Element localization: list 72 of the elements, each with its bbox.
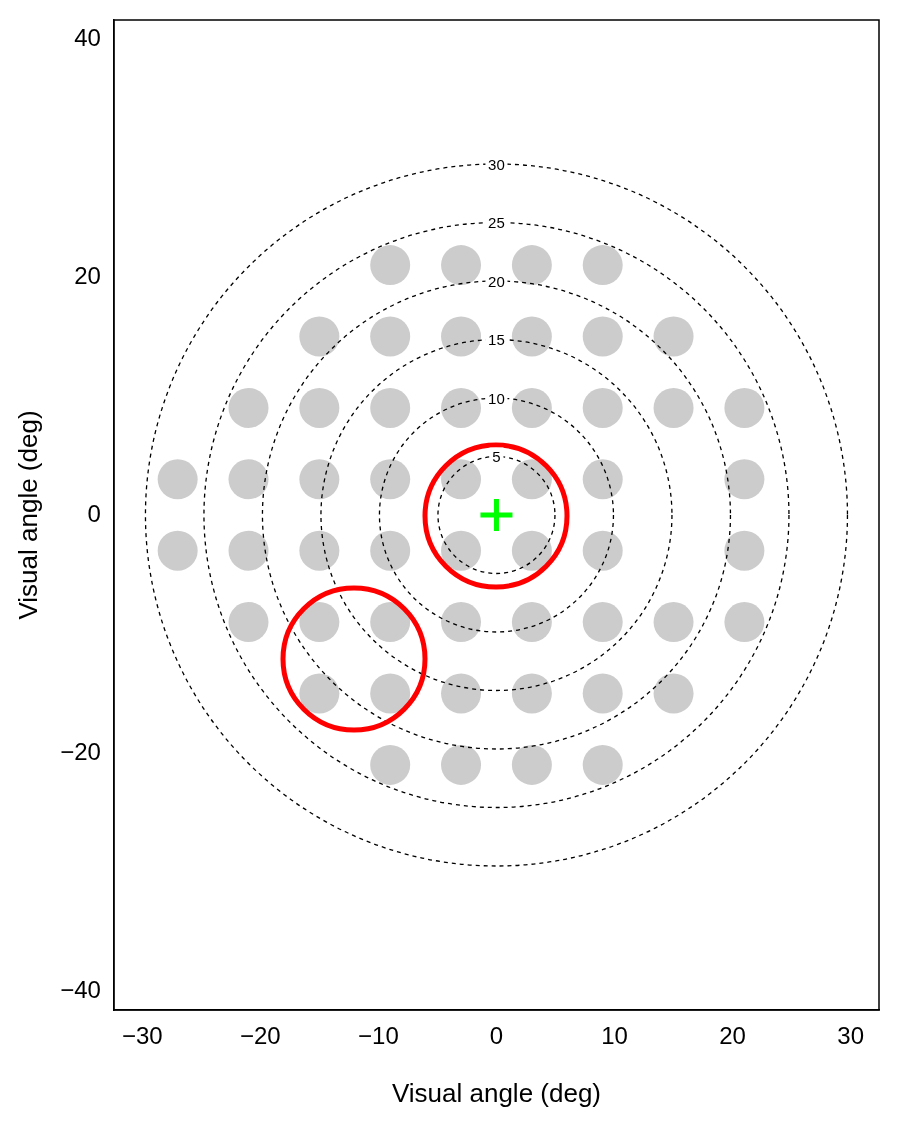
point [441, 744, 482, 785]
x-tick-label: 20 [719, 1022, 746, 1050]
point [511, 602, 552, 643]
point [582, 316, 623, 357]
annotation: 30 [488, 155, 505, 173]
point [370, 245, 411, 286]
point [582, 459, 623, 500]
y-tick-label: 0 [87, 499, 101, 527]
point [370, 602, 411, 643]
point [582, 530, 623, 571]
point [511, 530, 552, 571]
point [441, 316, 482, 357]
point [724, 530, 765, 571]
point [511, 459, 552, 500]
point [370, 744, 411, 785]
annotation: 25 [488, 214, 505, 231]
point [370, 387, 411, 428]
y-axis-title: Visual angle (deg) [12, 410, 43, 620]
y-tick-label: 40 [74, 23, 101, 51]
point [228, 387, 269, 428]
point [370, 459, 411, 500]
point [299, 316, 340, 357]
annotation: 5 [492, 448, 501, 465]
point [228, 459, 269, 500]
point [299, 387, 340, 428]
point [653, 316, 694, 357]
point [299, 673, 340, 714]
point [511, 673, 552, 714]
point [228, 602, 269, 643]
x-tick-label: 30 [837, 1022, 865, 1050]
y-tick-label: 20 [74, 261, 101, 289]
point [724, 602, 765, 643]
point [582, 245, 623, 286]
point [511, 744, 552, 785]
point [511, 245, 552, 286]
annotation: 10 [488, 389, 505, 407]
point [582, 673, 623, 714]
point [441, 245, 482, 286]
x-axis-title: Visual angle (deg) [391, 1077, 602, 1108]
point [724, 459, 765, 500]
point [441, 387, 482, 428]
point [653, 387, 694, 428]
point [653, 602, 694, 643]
point [582, 387, 623, 428]
point [299, 459, 340, 500]
point [724, 387, 765, 428]
point [653, 673, 694, 714]
x-tick-label: −30 [121, 1022, 163, 1050]
point [157, 530, 198, 571]
x-tick-label: 10 [601, 1022, 628, 1050]
point [511, 316, 552, 357]
point [582, 602, 623, 643]
x-tick-label: 0 [489, 1022, 504, 1050]
y-tick-label: −20 [60, 737, 101, 765]
point [511, 387, 552, 428]
point [228, 530, 269, 571]
point [441, 530, 482, 571]
point [441, 673, 482, 714]
point [441, 459, 482, 500]
point [299, 602, 340, 643]
point [299, 530, 340, 571]
annotation: 20 [488, 272, 505, 290]
point [370, 673, 411, 714]
point [370, 316, 411, 357]
point [370, 530, 411, 571]
annotation: 15 [488, 331, 505, 348]
point [582, 744, 623, 785]
point [441, 602, 482, 643]
point [157, 459, 198, 500]
y-tick-label: −40 [60, 975, 101, 1003]
x-tick-label: −20 [239, 1022, 281, 1050]
x-tick-label: −10 [358, 1022, 399, 1050]
